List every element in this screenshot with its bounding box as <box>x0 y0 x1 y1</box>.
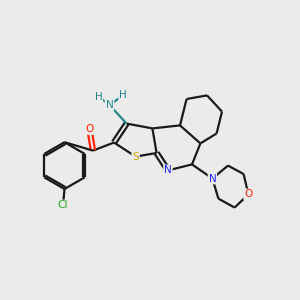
Text: O: O <box>244 189 253 200</box>
Text: H: H <box>119 90 127 100</box>
Text: N: N <box>208 173 216 184</box>
Text: O: O <box>85 124 94 134</box>
Text: N: N <box>106 100 113 110</box>
Text: N: N <box>164 165 172 176</box>
Text: Cl: Cl <box>58 200 68 211</box>
Text: H: H <box>94 92 102 102</box>
Text: S: S <box>132 152 139 162</box>
